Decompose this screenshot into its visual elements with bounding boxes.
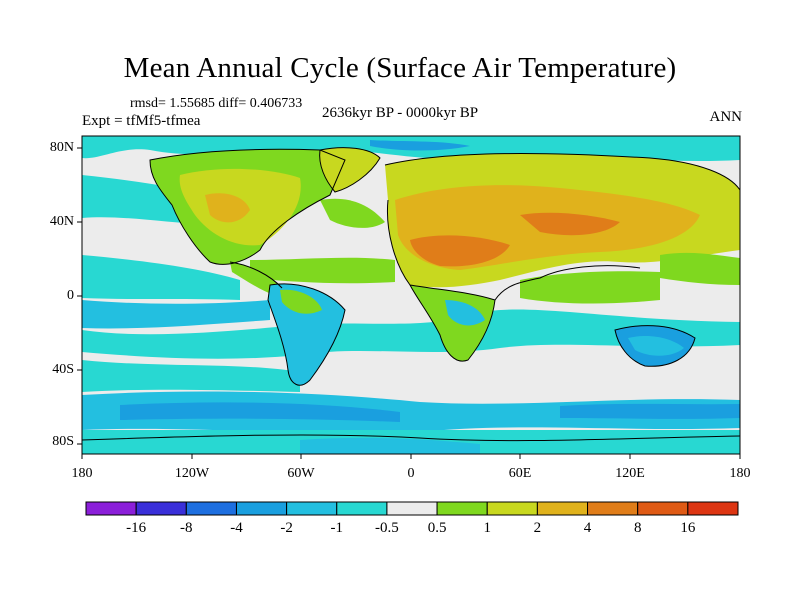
- x-label-0: 0: [407, 466, 415, 481]
- colorbar-swatch: [687, 501, 739, 516]
- colorbar-label: -8: [180, 520, 193, 536]
- x-label-120w: 120W: [174, 466, 210, 481]
- southern-ocean-strong-cool: [120, 402, 400, 422]
- colorbar-swatch: [436, 501, 488, 516]
- colorbar-label: -2: [280, 520, 293, 536]
- africa-warm: [410, 285, 495, 362]
- southern-ocean-strong-cool-east: [560, 403, 740, 419]
- coastlines: [82, 147, 740, 442]
- experiment-label: Expt = tfMf5-tfmea: [82, 113, 201, 129]
- central-america-warm: [230, 262, 282, 296]
- colorbar-label: -16: [126, 520, 147, 536]
- colorbar-label: -4: [230, 520, 243, 536]
- colorbar-swatch: [85, 501, 137, 516]
- north-atlantic-warm-patch: [320, 198, 385, 228]
- sahara-very-hot: [410, 235, 510, 267]
- x-label-180-west: 180: [71, 466, 93, 481]
- colorbar-label: 2: [533, 520, 542, 536]
- south-pacific-cool-band: [82, 360, 300, 392]
- colorbar-swatch: [587, 501, 639, 516]
- colorbar-label: -1: [330, 520, 344, 536]
- colorbar: [85, 501, 739, 516]
- colorbar-swatch: [286, 501, 338, 516]
- arctic-cool-patch: [370, 140, 470, 151]
- y-label-40s: 40S: [52, 362, 74, 377]
- x-label-180-east: 180: [729, 466, 751, 481]
- antarctica-cool-patch: [300, 437, 480, 454]
- y-label-80n: 80N: [49, 140, 74, 155]
- x-label-60w: 60W: [287, 466, 315, 481]
- colorbar-label: 1: [483, 520, 491, 536]
- australia-cool-inner: [628, 336, 684, 356]
- africa-cool-patch: [445, 300, 485, 326]
- colorbar-label: 4: [583, 520, 592, 536]
- map-field: [82, 136, 740, 454]
- eq-pacific-cool-band: [82, 300, 270, 329]
- colorbar-label: -0.5: [375, 520, 399, 536]
- greenland-warm: [319, 147, 380, 192]
- colorbar-swatch: [386, 501, 438, 516]
- colorbar-label: 8: [633, 520, 642, 536]
- x-label-120e: 120E: [615, 466, 645, 481]
- north-america-hot: [205, 193, 250, 223]
- colorbar-swatch: [637, 501, 689, 516]
- axis-ticks: [77, 147, 741, 459]
- colorbar-swatch: [235, 501, 288, 516]
- indian-ocean-warm: [520, 271, 660, 304]
- colorbar-swatch: [185, 501, 237, 516]
- figure-title: Mean Annual Cycle (Surface Air Temperatu…: [123, 52, 677, 84]
- amazon-warm: [280, 289, 322, 314]
- colorbar-swatch: [486, 501, 538, 516]
- y-label-40n: 40N: [49, 214, 74, 229]
- season-label: ANN: [709, 109, 743, 125]
- tropical-pacific-cool-band: [82, 255, 240, 300]
- north-atlantic-warm-band: [250, 257, 395, 284]
- central-asia-very-hot: [520, 212, 620, 236]
- south-subtropical-cool-band: [82, 309, 740, 359]
- x-label-60e: 60E: [508, 466, 532, 481]
- west-pacific-warm: [660, 252, 740, 285]
- colorbar-swatch: [336, 501, 388, 516]
- colorbar-label: 16: [680, 520, 696, 536]
- y-label-80s: 80S: [52, 434, 74, 449]
- southern-ocean-cool-band: [82, 391, 740, 434]
- period-label: 2636kyr BP - 0000kyr BP: [322, 105, 479, 121]
- y-label-0: 0: [67, 288, 74, 303]
- colorbar-label: 0.5: [427, 520, 447, 536]
- colorbar-swatch: [135, 501, 187, 516]
- colorbar-swatch: [536, 501, 589, 516]
- south-america-cool: [268, 283, 345, 386]
- stats-text: rmsd= 1.55685 diff= 0.406733: [130, 96, 303, 111]
